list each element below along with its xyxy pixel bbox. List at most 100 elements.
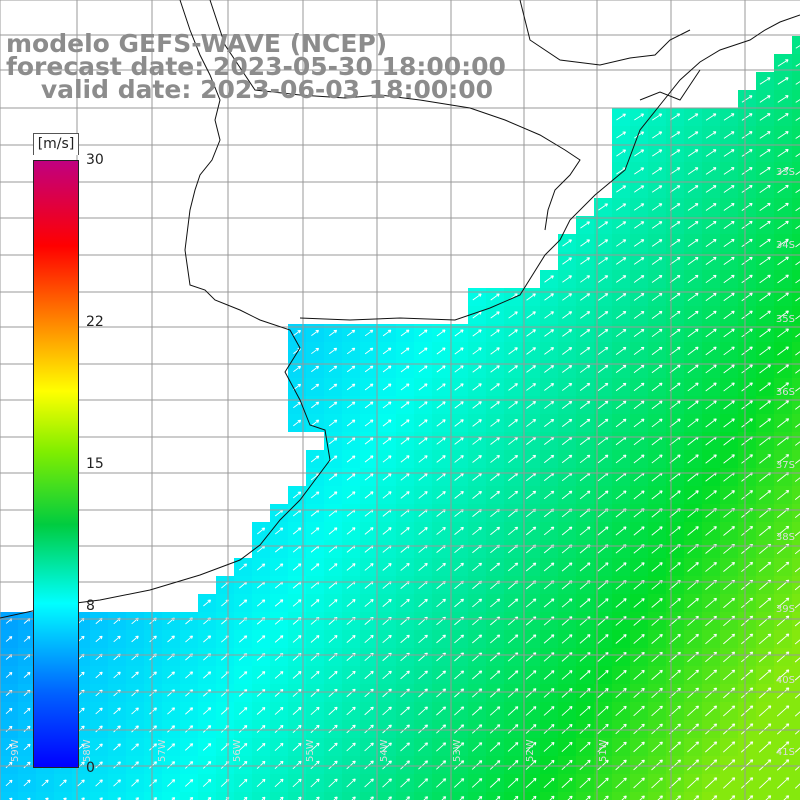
wind-arrow: [293, 419, 302, 427]
wind-arrow: [795, 81, 800, 85]
wind-arrow: [776, 597, 790, 609]
wind-arrow: [615, 490, 627, 500]
wind-arrow: [454, 706, 465, 716]
wind-arrow: [311, 329, 320, 337]
wind-arrow: [687, 759, 700, 771]
wind-arrow: [794, 765, 800, 771]
wind-arrow: [436, 491, 446, 499]
wind-arrow: [561, 634, 573, 644]
wind-arrow: [328, 455, 338, 463]
wind-arrow: [777, 328, 789, 338]
colorbar-tick-label: 22: [86, 314, 104, 330]
wind-arrow: [436, 670, 447, 680]
wind-arrow: [23, 761, 31, 769]
wind-arrow: [453, 760, 465, 770]
wind-arrow: [669, 400, 681, 410]
wind-cell: [774, 792, 792, 800]
wind-arrow: [777, 131, 789, 139]
wind-arrow: [633, 741, 645, 753]
wind-arrow: [526, 311, 536, 319]
wind-arrow: [525, 670, 537, 680]
wind-arrow: [364, 724, 374, 734]
wind-arrow: [382, 491, 392, 499]
wind-arrow: [616, 203, 627, 211]
wind-arrow: [274, 671, 284, 679]
wind-arrow: [436, 419, 446, 427]
wind-arrow: [418, 706, 428, 716]
wind-arrow: [723, 310, 735, 320]
wind-arrow: [117, 797, 121, 800]
wind-arrow: [454, 401, 464, 409]
wind-arrow: [531, 795, 537, 800]
wind-arrow: [508, 401, 518, 409]
wind-cell: [792, 612, 800, 630]
wind-arrow: [364, 437, 374, 445]
wind-arrow: [794, 783, 800, 789]
wind-arrow: [634, 149, 645, 157]
wind-cell: [792, 252, 800, 270]
wind-arrow: [777, 149, 789, 157]
wind-arrow: [507, 724, 519, 734]
wind-arrow: [651, 723, 663, 735]
wind-arrow: [346, 455, 356, 463]
wind-arrow: [310, 778, 320, 788]
wind-arrow: [723, 526, 735, 536]
wind-arrow: [687, 256, 699, 265]
wind-arrow: [495, 795, 501, 800]
latitude-labels: 33S 34S 35S 36S 37S 38S 39S 40S 41S: [776, 167, 795, 758]
wind-arrow: [292, 527, 302, 535]
wind-arrow: [687, 239, 699, 247]
wind-arrow: [794, 531, 800, 537]
wind-arrow: [722, 741, 736, 753]
wind-arrow: [794, 549, 800, 555]
wind-arrow: [597, 311, 609, 319]
wind-arrow: [776, 777, 790, 789]
wind-arrow: [651, 598, 663, 608]
wind-arrow: [185, 707, 194, 715]
wind-arrow: [543, 741, 555, 752]
wind-arrow: [759, 454, 772, 464]
wind-arrow: [776, 669, 790, 681]
wind-arrow: [436, 329, 446, 337]
wind-cell: [792, 342, 800, 360]
wind-arrow: [454, 491, 464, 499]
wind-arrow: [597, 418, 609, 428]
wind-arrow: [741, 454, 753, 464]
colorbar-unit: [m/s]: [33, 133, 79, 155]
wind-arrow: [795, 63, 800, 67]
wind-arrow: [687, 221, 699, 229]
wind-arrow: [741, 274, 753, 284]
wind-arrow: [561, 526, 573, 536]
wind-arrow: [740, 723, 754, 735]
wind-arrow: [351, 796, 356, 800]
wind-arrow: [597, 598, 609, 608]
wind-arrow: [508, 329, 518, 337]
wind-cell: [792, 648, 800, 666]
wind-arrow: [149, 671, 157, 679]
wind-arrow: [705, 256, 717, 265]
wind-arrow: [705, 687, 718, 699]
wind-arrow: [621, 795, 627, 800]
wind-arrow: [651, 562, 663, 572]
wind-arrow: [777, 256, 789, 266]
wind-arrow: [722, 723, 736, 735]
wind-arrow: [687, 382, 699, 392]
wind-arrow: [167, 743, 176, 751]
wind-arrow: [274, 635, 284, 643]
wind-arrow: [794, 693, 800, 699]
wind-arrow: [472, 347, 482, 355]
wind-arrow: [616, 113, 626, 121]
wind-cell: [792, 288, 800, 306]
wind-arrow: [723, 597, 736, 609]
wind-arrow: [795, 189, 800, 194]
wind-arrow: [669, 185, 681, 193]
wind-arrow: [453, 724, 465, 734]
wind-arrow: [687, 669, 699, 681]
wind-cell: [270, 792, 288, 800]
wind-arrow: [615, 598, 627, 608]
wind-arrow: [454, 634, 465, 644]
wind-arrow: [310, 491, 320, 499]
wind-arrow: [795, 297, 800, 302]
wind-arrow: [687, 723, 700, 735]
